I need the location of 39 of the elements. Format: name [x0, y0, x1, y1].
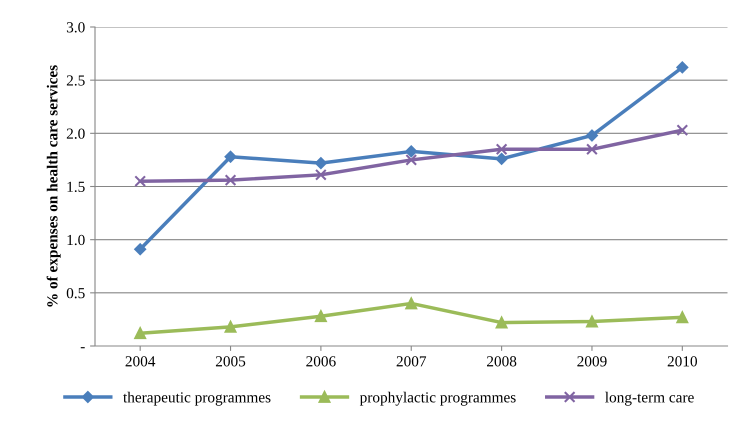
y-tick-label: 1.5: [68, 182, 85, 192]
y-tick-label: -: [80, 347, 85, 348]
y-axis-title: % of expenses on health care services: [46, 65, 61, 307]
point: [676, 311, 688, 324]
y-tick-label: 2.5: [66, 75, 85, 86]
point: [676, 124, 688, 136]
point: [134, 243, 146, 256]
y-tick-label: 3.0: [66, 22, 85, 33]
point: [134, 327, 146, 340]
point: [586, 316, 598, 328]
legend-label: therapeutic programmes: [123, 392, 270, 406]
x-tick-label: 2005: [216, 356, 246, 366]
legend-label: prophylactic programmes: [360, 392, 516, 406]
point: [405, 298, 418, 310]
point: [496, 316, 508, 329]
y-tick-label: 0.5: [66, 288, 85, 298]
legend-label: long-term care: [605, 392, 694, 406]
x-tick-label: 2004: [126, 356, 156, 366]
point: [405, 145, 418, 158]
x-tick-label: 2010: [668, 356, 698, 366]
y-tick-label: 1.0: [68, 234, 85, 246]
point: [496, 143, 508, 156]
point: [314, 168, 327, 181]
point: [314, 310, 327, 322]
point: [405, 154, 418, 166]
x-tick-label: 2007: [396, 356, 426, 366]
point: [676, 61, 688, 74]
x-tick-label: 2006: [306, 356, 336, 366]
point: [224, 150, 236, 163]
point: [224, 174, 236, 186]
x-tick-label: 2009: [577, 356, 607, 366]
x-tick-label: 2008: [487, 356, 516, 366]
point: [586, 130, 598, 142]
point: [314, 157, 327, 170]
point: [586, 143, 598, 156]
point: [134, 175, 146, 188]
y-tick-label: 2.0: [66, 128, 85, 139]
point: [224, 320, 236, 333]
point: [496, 152, 508, 165]
